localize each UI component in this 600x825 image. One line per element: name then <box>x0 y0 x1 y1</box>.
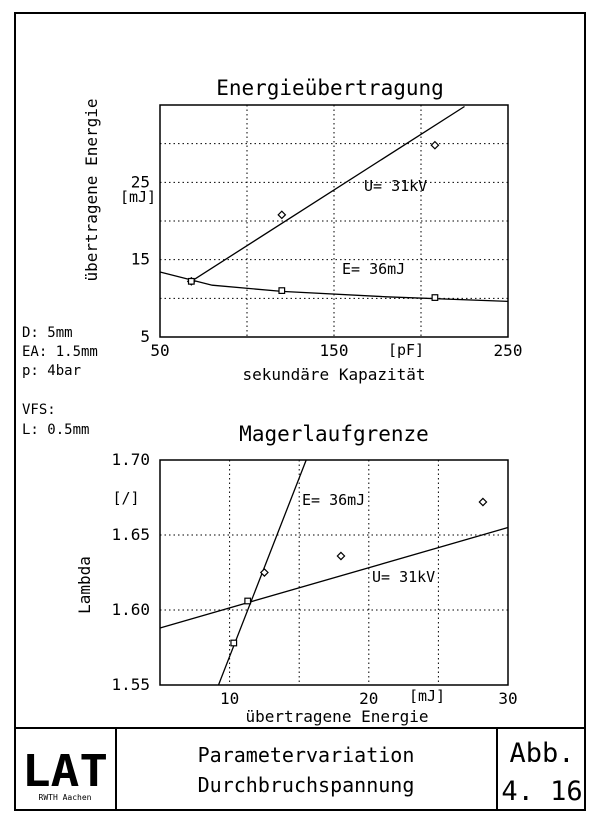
param-ea: EA: 1.5mm <box>22 344 98 360</box>
y-tick-label: 1.60 <box>111 600 150 619</box>
footer-title-line1: Parametervariation <box>198 743 415 767</box>
chart1-y-ticks: 5 15 25 <box>131 172 150 346</box>
y-tick-label: 1.55 <box>111 675 150 694</box>
y-tick-label: 15 <box>131 250 150 269</box>
chart2-x-label: übertragene Energie <box>245 707 428 726</box>
chart1-x-label: sekundäre Kapazität <box>242 365 425 384</box>
chart2-x-unit: [mJ] <box>409 687 445 705</box>
series-line-2 <box>159 526 509 629</box>
chart1-x-ticks: 50 150 250 <box>150 341 522 360</box>
data-point-square <box>431 294 439 301</box>
data-point-diamond <box>430 140 440 150</box>
series-line-1 <box>190 105 465 282</box>
data-point-square <box>278 287 286 294</box>
chart1-y-unit: [mJ] <box>120 188 156 206</box>
param-p: p: 4bar <box>22 363 81 379</box>
chart2-series-label-e: E= 36mJ <box>302 491 365 509</box>
chart2-y-unit: [/] <box>112 489 139 507</box>
data-point-diamond <box>478 497 488 507</box>
logo-text: LAT <box>22 746 108 797</box>
figure-label: Abb. <box>509 738 574 769</box>
chart2-y-ticks: 1.55 1.60 1.65 1.70 <box>111 450 150 694</box>
chart2-x-ticks: 10 20 30 <box>220 689 518 708</box>
chart2-plot-area <box>159 459 509 686</box>
x-tick-label: 150 <box>320 341 349 360</box>
page-frame <box>14 12 586 811</box>
data-point-diamond <box>259 568 269 577</box>
y-tick-label: 25 <box>131 172 150 191</box>
chart1-x-unit: [pF] <box>388 341 424 359</box>
chart1-grid <box>160 105 508 337</box>
param-l: L: 0.5mm <box>22 422 89 438</box>
x-tick-label: 10 <box>220 689 239 708</box>
x-tick-label: 250 <box>494 341 523 360</box>
lat-logo: LAT RWTH Aachen <box>22 746 108 802</box>
footer-title-line2: Durchbruchspannung <box>198 773 415 797</box>
data-point-diamond <box>336 551 346 561</box>
y-tick-label: 5 <box>140 327 150 346</box>
data-point-square <box>187 277 195 285</box>
y-tick-label: 1.65 <box>111 525 150 544</box>
x-tick-label: 20 <box>359 689 378 708</box>
chart2-title: Magerlaufgrenze <box>239 422 429 446</box>
x-tick-label: 30 <box>498 689 517 708</box>
figure-number: 4. 16 <box>501 776 582 807</box>
x-tick-label: 50 <box>150 341 169 360</box>
chart1-series-label-e: E= 36mJ <box>342 260 405 278</box>
chart1-points <box>186 140 440 301</box>
chart1-series-label-u: U= 31kV <box>364 177 427 195</box>
chart1-title: Energieübertragung <box>216 76 444 100</box>
data-point-diamond <box>277 210 287 220</box>
chart2-y-label: Lambda <box>75 556 94 614</box>
chart1-plot-area <box>159 104 509 338</box>
y-tick-label: 1.70 <box>111 450 150 469</box>
logo-subtext: RWTH Aachen <box>39 793 92 802</box>
chart2-points <box>230 497 488 647</box>
param-d: D: 5mm <box>22 325 73 341</box>
data-point-square <box>244 597 252 605</box>
param-vfs: VFS: <box>22 402 56 418</box>
chart1-y-label: übertragene Energie <box>82 98 101 281</box>
chart2-grid <box>160 460 508 685</box>
chart2-series-label-u: U= 31kV <box>372 568 435 586</box>
data-point-square <box>230 639 238 647</box>
